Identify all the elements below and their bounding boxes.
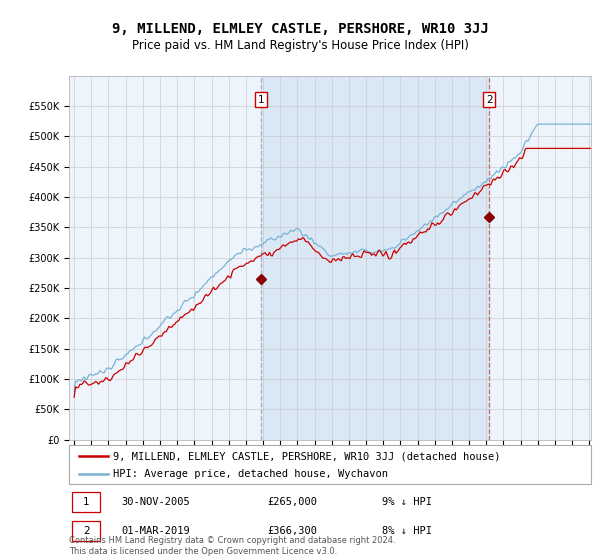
FancyBboxPatch shape (71, 521, 100, 541)
FancyBboxPatch shape (71, 492, 100, 512)
Text: £265,000: £265,000 (268, 497, 317, 507)
FancyBboxPatch shape (69, 445, 591, 484)
Bar (262, 76, 489, 440)
Text: £366,300: £366,300 (268, 526, 317, 536)
Text: 2: 2 (83, 526, 89, 536)
Text: 2: 2 (486, 95, 493, 105)
Text: HPI: Average price, detached house, Wychavon: HPI: Average price, detached house, Wych… (113, 469, 388, 479)
Text: 01-MAR-2019: 01-MAR-2019 (121, 526, 190, 536)
Text: 1: 1 (258, 95, 265, 105)
Text: 1: 1 (83, 497, 89, 507)
Text: Price paid vs. HM Land Registry's House Price Index (HPI): Price paid vs. HM Land Registry's House … (131, 39, 469, 52)
Text: Contains HM Land Registry data © Crown copyright and database right 2024.
This d: Contains HM Land Registry data © Crown c… (69, 536, 395, 556)
Text: 9% ↓ HPI: 9% ↓ HPI (382, 497, 432, 507)
Text: 8% ↓ HPI: 8% ↓ HPI (382, 526, 432, 536)
Text: 30-NOV-2005: 30-NOV-2005 (121, 497, 190, 507)
Text: 9, MILLEND, ELMLEY CASTLE, PERSHORE, WR10 3JJ: 9, MILLEND, ELMLEY CASTLE, PERSHORE, WR1… (112, 22, 488, 36)
Text: 9, MILLEND, ELMLEY CASTLE, PERSHORE, WR10 3JJ (detached house): 9, MILLEND, ELMLEY CASTLE, PERSHORE, WR1… (113, 451, 501, 461)
